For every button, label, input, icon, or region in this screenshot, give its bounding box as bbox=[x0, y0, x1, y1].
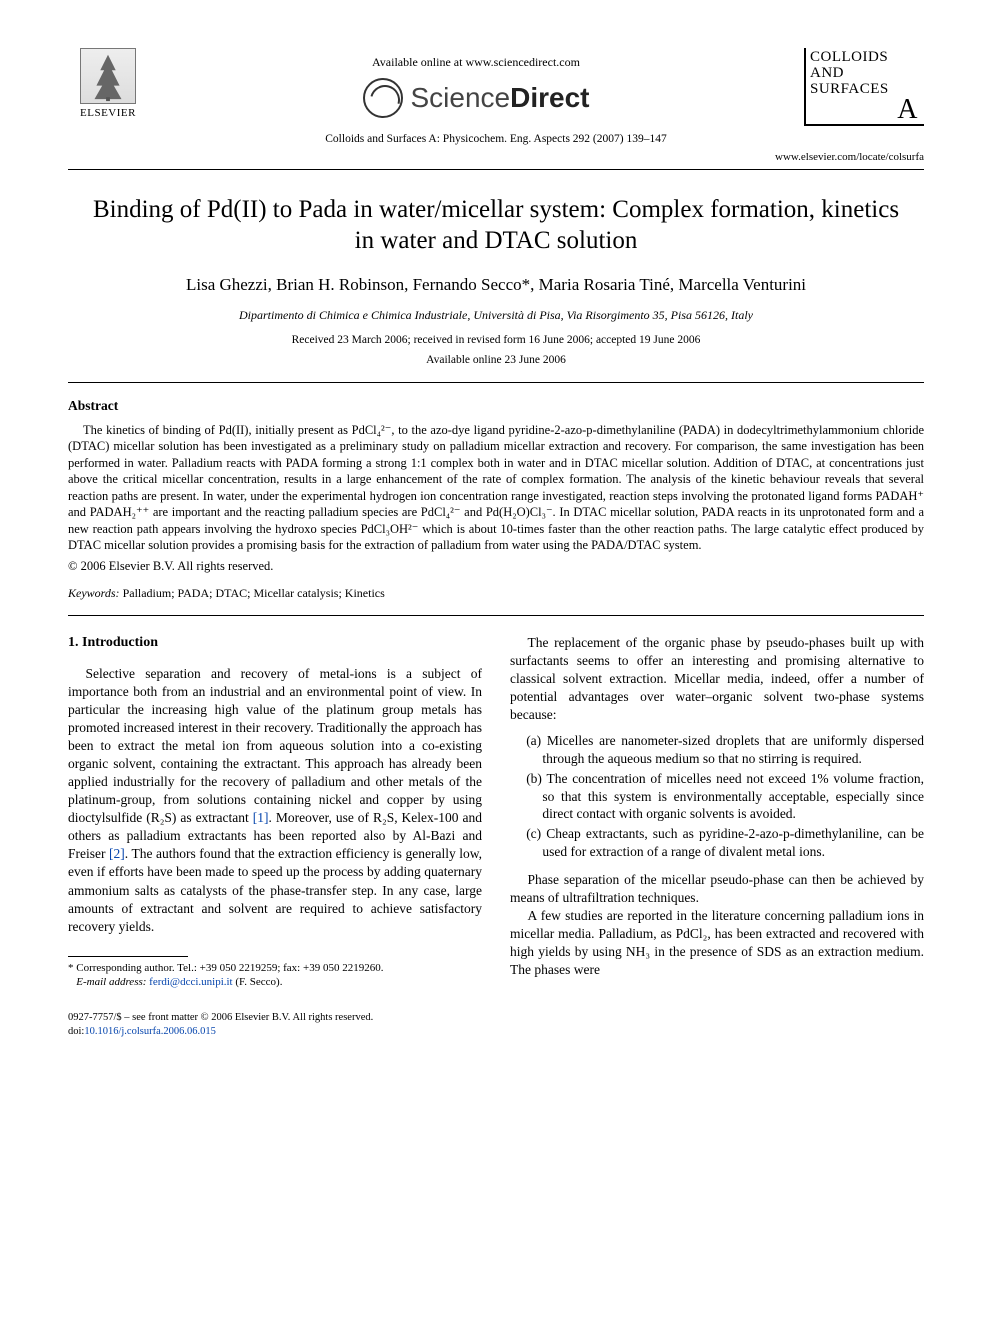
authors-line: Lisa Ghezzi, Brian H. Robinson, Fernando… bbox=[68, 274, 924, 297]
corresponding-author-footnote: * Corresponding author. Tel.: +39 050 22… bbox=[68, 961, 482, 990]
rule-below-abstract bbox=[68, 615, 924, 616]
citation-link-2[interactable]: [2] bbox=[109, 846, 125, 861]
list-item-a: (a) Micelles are nanometer-sized droplet… bbox=[526, 732, 924, 768]
journal-box-letter: A bbox=[810, 97, 924, 122]
sciencedirect-logo: ScienceDirect bbox=[363, 78, 590, 118]
citation-link-1[interactable]: [1] bbox=[253, 810, 269, 825]
elsevier-label: ELSEVIER bbox=[68, 106, 148, 121]
received-dates: Received 23 March 2006; received in revi… bbox=[68, 333, 924, 349]
article-title: Binding of Pd(II) to Pada in water/micel… bbox=[88, 194, 904, 257]
abstract-heading: Abstract bbox=[68, 397, 924, 415]
available-online-text: Available online at www.sciencedirect.co… bbox=[148, 54, 804, 70]
left-column: 1. Introduction Selective separation and… bbox=[68, 634, 482, 990]
footnote-email-link[interactable]: ferdi@dcci.unipi.it bbox=[146, 976, 235, 988]
available-online-date: Available online 23 June 2006 bbox=[68, 353, 924, 369]
list-item-b: (b) The concentration of micelles need n… bbox=[526, 770, 924, 823]
footnote-email-label: E-mail address: bbox=[76, 976, 146, 988]
intro-para-1: Selective separation and recovery of met… bbox=[68, 665, 482, 936]
abstract-copyright: © 2006 Elsevier B.V. All rights reserved… bbox=[68, 558, 924, 575]
journal-reference: Colloids and Surfaces A: Physicochem. En… bbox=[68, 132, 924, 148]
body-columns: 1. Introduction Selective separation and… bbox=[68, 634, 924, 990]
affiliation-line: Dipartimento di Chimica e Chimica Indust… bbox=[68, 307, 924, 323]
journal-box-line2: AND bbox=[810, 66, 924, 82]
footnote-corr: * Corresponding author. Tel.: +39 050 22… bbox=[68, 961, 482, 975]
footnote-email-who: (F. Secco). bbox=[235, 976, 282, 988]
issn-line: 0927-7757/$ – see front matter © 2006 El… bbox=[68, 1011, 924, 1025]
list-item-c: (c) Cheap extractants, such as pyridine-… bbox=[526, 825, 924, 861]
sciencedirect-swoosh-icon bbox=[363, 78, 403, 118]
abstract-body: The kinetics of binding of Pd(II), initi… bbox=[68, 422, 924, 554]
center-header: Available online at www.sciencedirect.co… bbox=[148, 48, 804, 125]
elsevier-logo: ELSEVIER bbox=[68, 48, 148, 121]
journal-box-logo: COLLOIDS AND SURFACES A bbox=[804, 48, 924, 126]
page-footer: 0927-7757/$ – see front matter © 2006 El… bbox=[68, 1011, 924, 1038]
header-rule bbox=[68, 169, 924, 170]
intro-para-3: Phase separation of the micellar pseudo-… bbox=[510, 871, 924, 907]
keywords-label: Keywords: bbox=[68, 586, 120, 600]
intro-para-2: The replacement of the organic phase by … bbox=[510, 634, 924, 724]
journal-box-line1: COLLOIDS bbox=[810, 50, 924, 66]
rule-above-abstract bbox=[68, 382, 924, 383]
advantages-list: (a) Micelles are nanometer-sized droplet… bbox=[510, 732, 924, 861]
intro-heading: 1. Introduction bbox=[68, 634, 482, 653]
doi-label: doi: bbox=[68, 1026, 84, 1037]
intro-para-4: A few studies are reported in the litera… bbox=[510, 907, 924, 979]
page-header: ELSEVIER Available online at www.science… bbox=[68, 48, 924, 126]
keywords-line: Keywords: Palladium; PADA; DTAC; Micella… bbox=[68, 585, 924, 601]
journal-url: www.elsevier.com/locate/colsurfa bbox=[68, 150, 924, 165]
elsevier-tree-icon bbox=[80, 48, 136, 104]
footnote-rule bbox=[68, 956, 188, 957]
keywords-values: Palladium; PADA; DTAC; Micellar catalysi… bbox=[120, 586, 385, 600]
footnote-email-line: E-mail address: ferdi@dcci.unipi.it (F. … bbox=[68, 975, 482, 989]
sciencedirect-wordmark: ScienceDirect bbox=[411, 79, 590, 117]
doi-link[interactable]: 10.1016/j.colsurfa.2006.06.015 bbox=[84, 1026, 216, 1037]
right-column: The replacement of the organic phase by … bbox=[510, 634, 924, 990]
doi-line: doi:10.1016/j.colsurfa.2006.06.015 bbox=[68, 1025, 924, 1039]
